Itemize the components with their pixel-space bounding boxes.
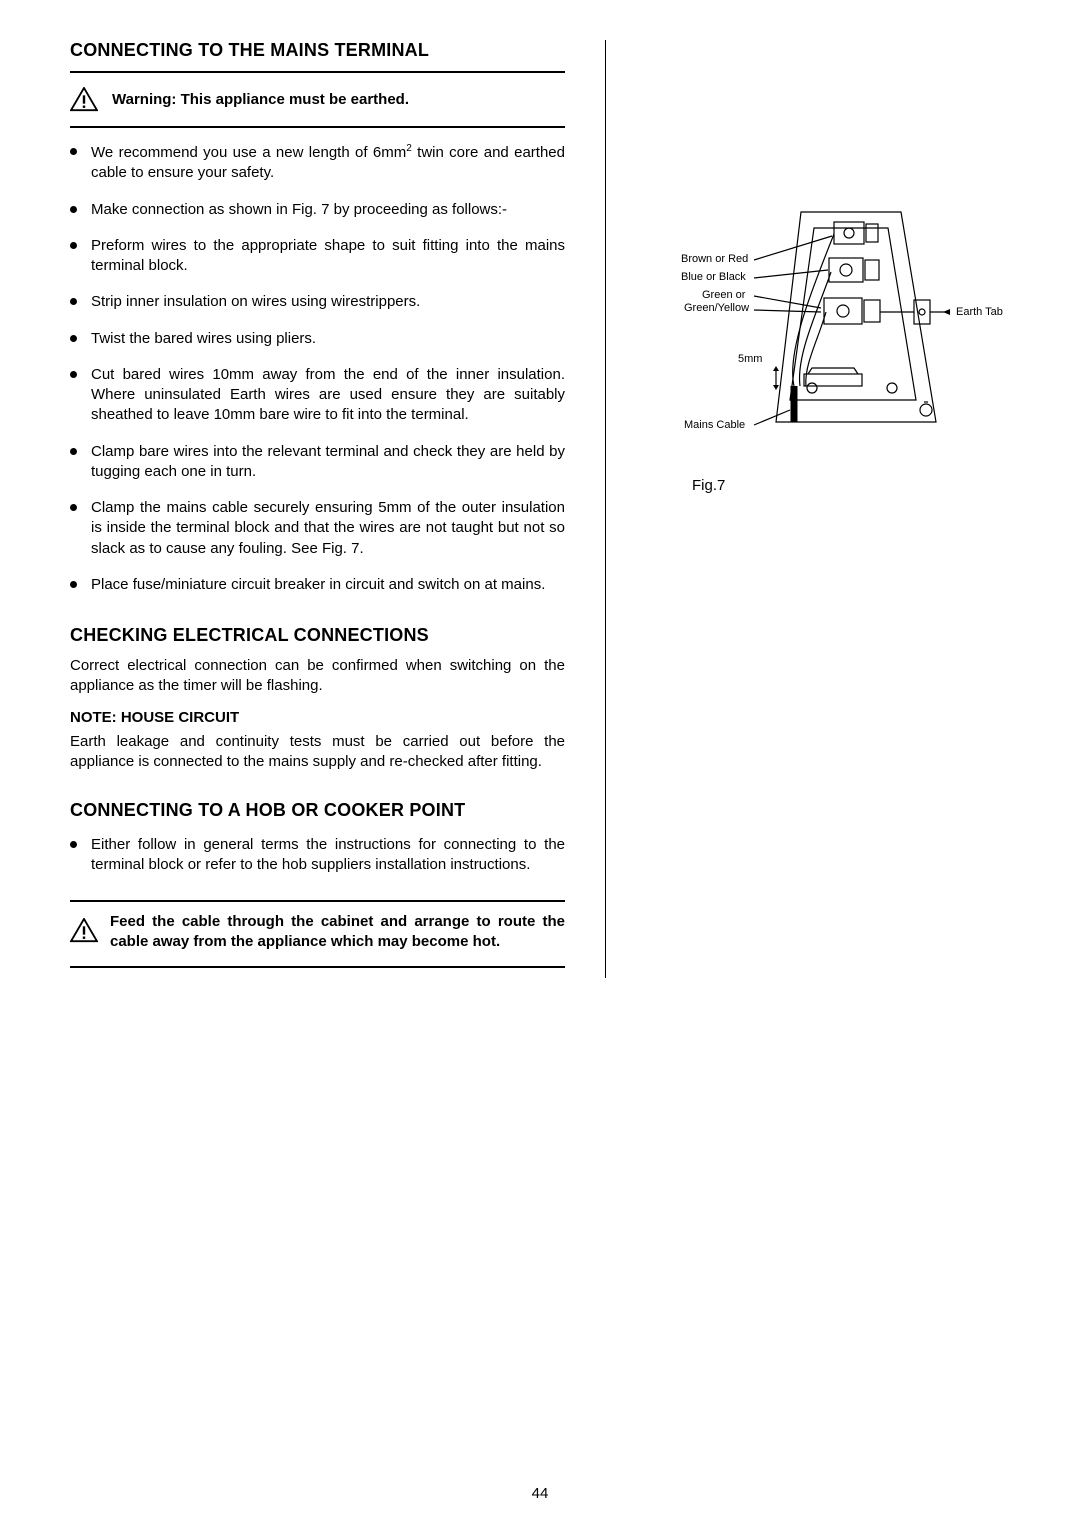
bullet-text: Make connection as shown in Fig. 7 by pr… [91,200,507,220]
bullet-item: Place fuse/miniature circuit breaker in … [70,575,565,595]
label-5mm: 5mm [738,353,762,365]
bullet-item: Clamp the mains cable securely ensuring … [70,498,565,559]
terminal-diagram: Brown or Red Blue or Black Green or Gree… [666,200,1006,455]
hob-bullet-text: Either follow in general terms the instr… [91,835,565,876]
rule [70,126,565,128]
bullet-text: Preform wires to the appropriate shape t… [91,236,565,277]
rule [70,71,565,73]
figure-caption: Fig.7 [692,477,1010,494]
bullet-text: Clamp the mains cable securely ensuring … [91,498,565,559]
column-divider [605,40,606,978]
warning-text: Warning: This appliance must be earthed. [112,91,409,108]
label-mains: Mains Cable [684,419,745,431]
note-head: NOTE: HOUSE CIRCUIT [70,709,565,726]
note-body: Earth leakage and continuity tests must … [70,732,565,773]
label-brown: Brown or Red [681,253,748,265]
feed-row: Feed the cable through the cabinet and a… [70,912,565,953]
heading-checking: CHECKING ELECTRICAL CONNECTIONS [70,625,565,646]
warning-triangle-icon [70,87,98,112]
feed-text: Feed the cable through the cabinet and a… [110,912,565,953]
rule [70,900,565,902]
bullet-text: Strip inner insulation on wires using wi… [91,292,420,312]
bullet-text: Cut bared wires 10mm away from the end o… [91,365,565,426]
label-green: Green or [702,289,746,301]
hob-bullets: Either follow in general terms the instr… [70,835,565,876]
bullet-text: Place fuse/miniature circuit breaker in … [91,575,545,595]
heading-hob: CONNECTING TO A HOB OR COOKER POINT [70,800,565,821]
label-greenyellow: Green/Yellow [684,302,749,314]
bullet-item: Cut bared wires 10mm away from the end o… [70,365,565,426]
bullet-text: Twist the bared wires using pliers. [91,329,316,349]
bullet-text: Clamp bare wires into the relevant termi… [91,442,565,483]
label-earthtab: Earth Tab [956,306,1003,318]
label-blue: Blue or Black [681,271,746,283]
heading-connecting-mains: CONNECTING TO THE MAINS TERMINAL [70,40,565,61]
warning-row: Warning: This appliance must be earthed. [70,87,565,112]
bullet-list: We recommend you use a new length of 6mm… [70,142,565,595]
warning-triangle-icon [70,918,98,943]
bullet-item: Preform wires to the appropriate shape t… [70,236,565,277]
bullet-item: Strip inner insulation on wires using wi… [70,292,565,312]
rule [70,966,565,968]
bullet-item: Make connection as shown in Fig. 7 by pr… [70,200,565,220]
checking-para: Correct electrical connection can be con… [70,656,565,697]
page-number: 44 [0,1485,1080,1502]
bullet-item: Clamp bare wires into the relevant termi… [70,442,565,483]
bullet-item: Twist the bared wires using pliers. [70,329,565,349]
bullet-text: We recommend you use a new length of 6mm… [91,142,565,184]
bullet-item: We recommend you use a new length of 6mm… [70,142,565,184]
